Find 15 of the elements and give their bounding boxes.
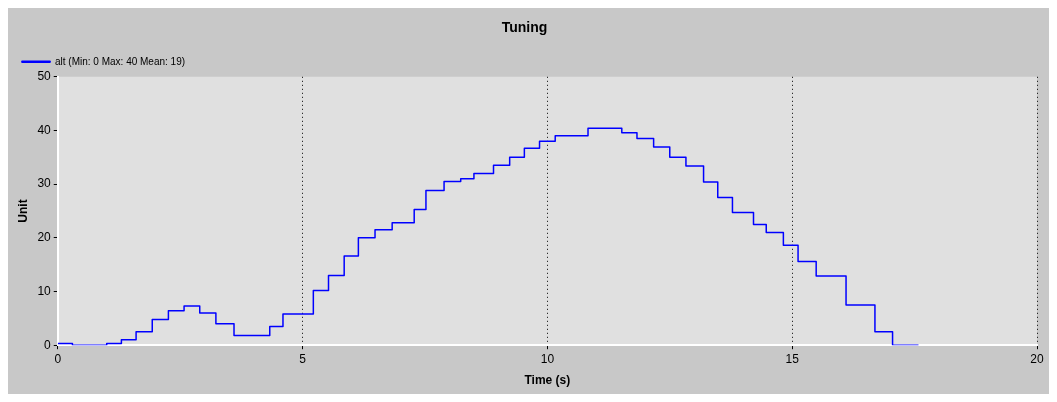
y-tick-label: 0 — [44, 337, 52, 352]
y-axis-title: Unit — [15, 199, 30, 223]
x-tick-label: 20 — [1030, 351, 1044, 366]
y-tick-label: 30 — [37, 176, 52, 191]
x-tick-label: 10 — [540, 351, 555, 366]
y-tick-label: 40 — [37, 122, 52, 137]
x-tick-label: 0 — [54, 351, 62, 366]
x-axis-title: Time (s) — [524, 373, 571, 388]
legend-label: alt (Min: 0 Max: 40 Mean: 19) — [55, 55, 186, 67]
y-tick-label: 20 — [37, 230, 52, 245]
y-tick-label: 10 — [37, 283, 52, 298]
y-tick-label: 50 — [37, 69, 52, 84]
x-tick-label: 15 — [785, 351, 800, 366]
chart-title: Tuning — [501, 19, 548, 36]
x-tick-label: 5 — [299, 351, 307, 366]
